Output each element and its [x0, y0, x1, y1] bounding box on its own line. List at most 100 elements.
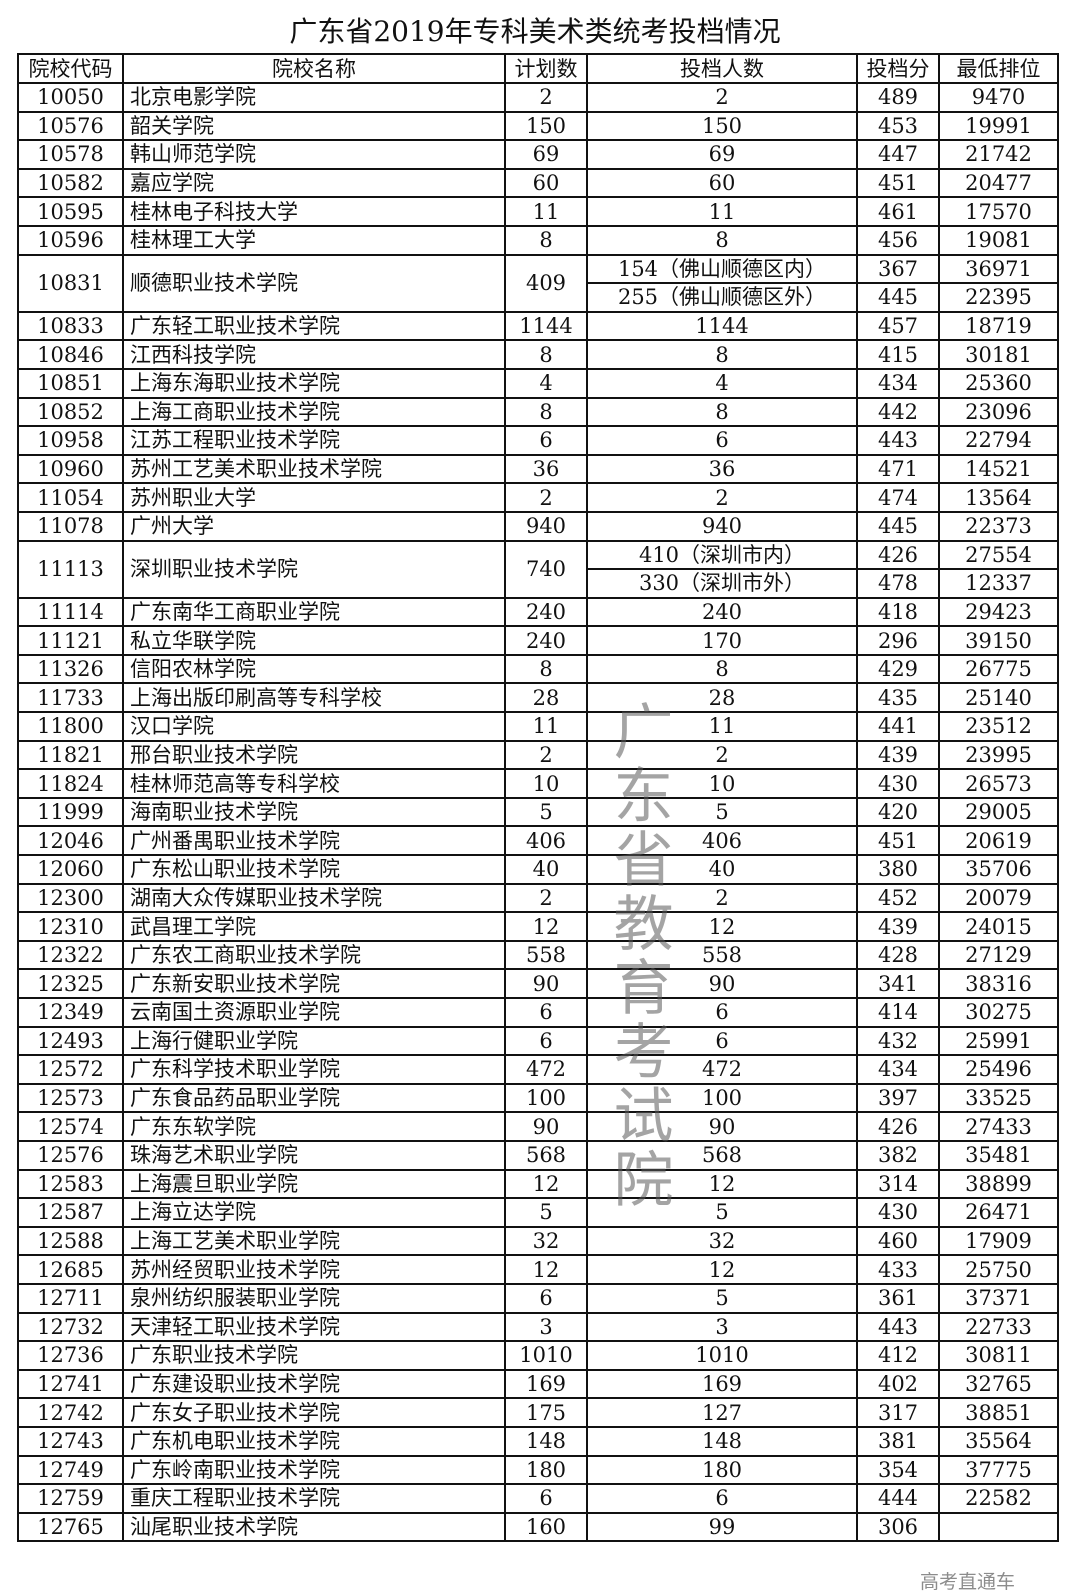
lowest-rank: 38851: [938, 1397, 1059, 1428]
admitted-count: 255（佛山顺德区外）: [586, 282, 858, 313]
admission-score: 443: [856, 1311, 940, 1343]
table-row: 12574 广东东软学院 90 90 426 27433: [17, 1111, 1059, 1142]
school-code: 10831: [17, 253, 124, 313]
plan-count: 4: [504, 367, 588, 399]
school-name: 云南国土资源职业学院: [122, 997, 506, 1028]
school-code: 11733: [17, 682, 124, 714]
admission-score: 443: [856, 425, 940, 456]
admitted-count: 150: [586, 110, 858, 142]
lowest-rank: 39150: [938, 625, 1059, 656]
admitted-count: 2: [586, 882, 858, 914]
plan-count: 240: [504, 596, 588, 628]
admitted-count: 5: [586, 1197, 858, 1228]
admitted-count: 90: [586, 1111, 858, 1142]
lowest-rank: 20619: [938, 825, 1059, 857]
admitted-count: 40: [586, 854, 858, 885]
school-code: 12765: [17, 1511, 124, 1543]
admission-score: 439: [856, 739, 940, 771]
admission-score: 460: [856, 1225, 940, 1257]
admission-score: 430: [856, 1197, 940, 1228]
admitted-count: 410（深圳市内）: [586, 539, 858, 571]
school-name: 上海工艺美术职业学院: [122, 1225, 506, 1257]
table-row: 10960 苏州工艺美术职业技术学院 36 36 471 14521: [17, 453, 1059, 485]
plan-count: 169: [504, 1368, 588, 1400]
plan-count: 100: [504, 1082, 588, 1114]
lowest-rank: 21742: [938, 139, 1059, 170]
lowest-rank: 29005: [938, 796, 1059, 828]
table-row: 10050 北京电影学院 2 2 489 9470: [17, 82, 1059, 113]
admission-score: 382: [856, 1139, 940, 1171]
school-name: 广东新安职业技术学院: [122, 968, 506, 999]
admission-score: 306: [856, 1511, 940, 1543]
school-name: 韶关学院: [122, 110, 506, 142]
admitted-count: 6: [586, 1025, 858, 1057]
header-rank: 最低排位: [938, 53, 1059, 84]
lowest-rank: 25360: [938, 367, 1059, 399]
lowest-rank: 17570: [938, 196, 1059, 227]
admission-score: 367: [856, 253, 940, 285]
school-name: 深圳职业技术学院: [122, 539, 506, 599]
admission-score: 451: [856, 825, 940, 857]
admission-score: 439: [856, 911, 940, 942]
school-code: 10578: [17, 139, 124, 170]
lowest-rank: 35481: [938, 1139, 1059, 1171]
document-title: 广东省2019年专科美术类统考投档情况: [289, 15, 781, 48]
school-code: 12349: [17, 997, 124, 1028]
table-row: 11733 上海出版印刷高等专科学校 28 28 435 25140: [17, 682, 1059, 714]
plan-count: 160: [504, 1511, 588, 1543]
admitted-count: 8: [586, 653, 858, 685]
lowest-rank: 22733: [938, 1311, 1059, 1343]
school-code: 11121: [17, 625, 124, 656]
admitted-count: 472: [586, 1054, 858, 1085]
school-code: 11824: [17, 768, 124, 799]
school-code: 11078: [17, 510, 124, 542]
table-row: 12759 重庆工程职业技术学院 6 6 444 22582: [17, 1483, 1059, 1514]
plan-count: 28: [504, 682, 588, 714]
admitted-count: 170: [586, 625, 858, 656]
lowest-rank: 22373: [938, 510, 1059, 542]
admission-score: 354: [856, 1454, 940, 1486]
admitted-count: 169: [586, 1368, 858, 1400]
admitted-count: 4: [586, 367, 858, 399]
admitted-count: 12: [586, 1254, 858, 1285]
admission-score: 445: [856, 510, 940, 542]
admission-score: 445: [856, 282, 940, 313]
admission-score: 420: [856, 796, 940, 828]
table-row: 12587 上海立达学院 5 5 430 26471: [17, 1197, 1059, 1228]
admission-score: 314: [856, 1168, 940, 1200]
school-code: 10851: [17, 367, 124, 399]
table-row: 330（深圳市外） 478 12337: [18, 568, 1059, 599]
school-name: 上海震旦职业学院: [122, 1168, 506, 1200]
plan-count: 5: [504, 796, 588, 828]
corner-watermark: 高考直通车: [920, 1571, 1016, 1593]
admitted-count: 8: [586, 224, 858, 256]
lowest-rank: 27129: [938, 939, 1059, 971]
school-code: 12736: [17, 1340, 124, 1371]
lowest-rank: 18719: [938, 310, 1059, 342]
admission-score: 402: [856, 1368, 940, 1400]
school-name: 广东科学技术职业学院: [122, 1054, 506, 1085]
plan-count: 8: [504, 396, 588, 428]
admitted-count: 6: [586, 425, 858, 456]
school-name: 上海出版印刷高等专科学校: [122, 682, 506, 714]
school-code: 12588: [17, 1225, 124, 1257]
admitted-count: 90: [586, 968, 858, 999]
admitted-count: 10: [586, 768, 858, 799]
school-name: 上海工商职业技术学院: [122, 396, 506, 428]
school-code: 11326: [17, 653, 124, 685]
plan-count: 1144: [504, 310, 588, 342]
lowest-rank: 12337: [938, 568, 1059, 599]
school-name: 珠海艺术职业学院: [122, 1139, 506, 1171]
header-admitted: 投档人数: [586, 53, 858, 84]
school-name: 顺德职业技术学院: [122, 253, 506, 313]
school-name: 苏州职业大学: [122, 482, 506, 513]
plan-count: 6: [504, 1483, 588, 1514]
table-row: 12576 珠海艺术职业学院 568 568 382 35481: [17, 1139, 1059, 1171]
school-name: 重庆工程职业技术学院: [122, 1483, 506, 1514]
admission-score: 430: [856, 768, 940, 799]
school-name: 广东农工商职业技术学院: [122, 939, 506, 971]
admission-score: 441: [856, 711, 940, 742]
plan-count: 6: [504, 425, 588, 456]
school-code: 11800: [17, 711, 124, 742]
table-header-row: 院校代码 院校名称 计划数 投档人数 投档分 最低排位: [17, 53, 1059, 84]
